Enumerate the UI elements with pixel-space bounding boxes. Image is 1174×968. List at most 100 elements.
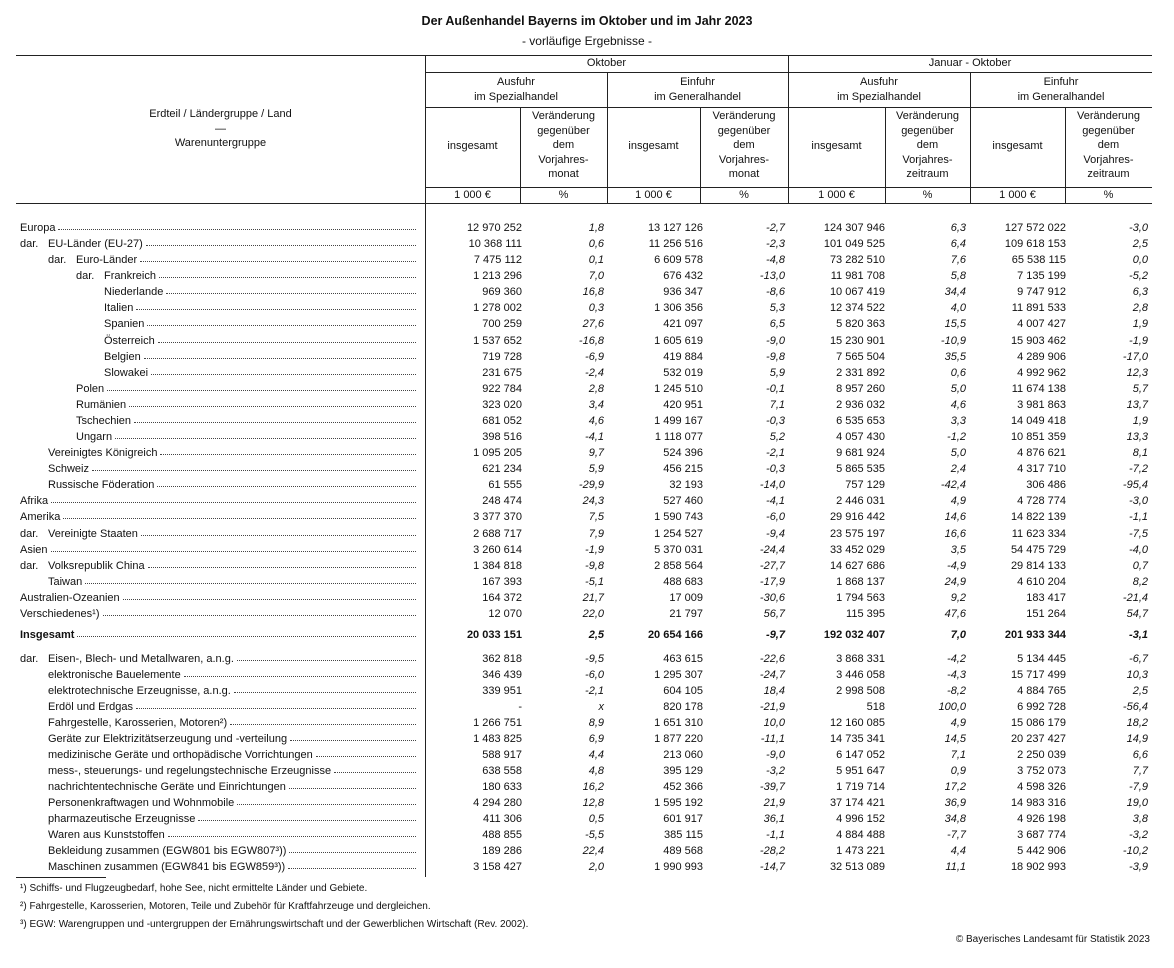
change-value: 7,6 bbox=[950, 254, 966, 266]
total-value: 527 460 bbox=[663, 495, 703, 507]
change-header: Veränderung gegenüber dem Vorjahres- mon… bbox=[532, 110, 595, 180]
row-label-header-line1: Erdteil / Ländergruppe / Land bbox=[149, 108, 292, 120]
rule-top bbox=[16, 55, 1152, 56]
row-label-text: pharmazeutische Erzeugnisse bbox=[48, 813, 196, 825]
total-value: 20 654 166 bbox=[647, 629, 703, 641]
row-label: Slowakei bbox=[104, 366, 416, 380]
total-value: 524 396 bbox=[663, 447, 703, 459]
row-label-text: Amerika bbox=[20, 511, 61, 523]
change-value: -95,4 bbox=[1122, 479, 1148, 491]
change-value: -24,4 bbox=[759, 544, 785, 556]
change-value: -7,2 bbox=[1129, 463, 1148, 475]
total-value: 3 158 427 bbox=[473, 861, 522, 873]
total-value: 306 486 bbox=[1026, 479, 1066, 491]
total-value: 32 513 089 bbox=[829, 861, 885, 873]
total-value: 18 902 993 bbox=[1010, 861, 1066, 873]
dot-leader bbox=[198, 812, 416, 821]
total-value: 1 651 310 bbox=[654, 717, 703, 729]
total-value: 5 442 906 bbox=[1017, 845, 1066, 857]
total-value: 1 483 825 bbox=[473, 733, 522, 745]
total-value: 11 674 138 bbox=[1011, 383, 1066, 395]
row-label: Italien bbox=[104, 301, 416, 315]
change-value: 12,8 bbox=[582, 797, 604, 809]
footnote-1: ¹) Schiffs- und Flugzeugbedarf, hohe See… bbox=[20, 883, 368, 894]
total-value: 15 086 179 bbox=[1010, 717, 1066, 729]
row-label-text: Geräte zur Elektrizitätserzeugung und -v… bbox=[48, 733, 288, 745]
change-value: 54,7 bbox=[1126, 608, 1148, 620]
total-value: 4 294 280 bbox=[473, 797, 522, 809]
change-value: 56,7 bbox=[763, 608, 785, 620]
change-value: -17,0 bbox=[1122, 351, 1148, 363]
change-value: 0,3 bbox=[588, 302, 604, 314]
total-value: 4 289 906 bbox=[1017, 351, 1066, 363]
change-value: 0,6 bbox=[588, 238, 604, 250]
total-value: 488 855 bbox=[482, 829, 522, 841]
total-value: 452 366 bbox=[663, 781, 703, 793]
change-value: 1,8 bbox=[588, 222, 604, 234]
total-value: 183 417 bbox=[1026, 592, 1066, 604]
change-value: 36,9 bbox=[944, 797, 966, 809]
total-value: 164 372 bbox=[482, 592, 522, 604]
change-value: 6,4 bbox=[950, 238, 966, 250]
total-value: 362 818 bbox=[482, 653, 522, 665]
change-value: -4,0 bbox=[1129, 544, 1148, 556]
total-value: 700 259 bbox=[482, 318, 522, 330]
total-value: 4 728 774 bbox=[1017, 495, 1066, 507]
total-value: 192 032 407 bbox=[823, 629, 885, 641]
total-value: 1 473 221 bbox=[836, 845, 885, 857]
change-value: -1,2 bbox=[947, 431, 966, 443]
change-value: -1,1 bbox=[1129, 511, 1148, 523]
footnote-2: ²) Fahrgestelle, Karosserien, Motoren, T… bbox=[20, 901, 431, 912]
change-value: 3,5 bbox=[950, 544, 966, 556]
change-value: -1,1 bbox=[766, 829, 785, 841]
change-value: 5,3 bbox=[769, 302, 785, 314]
total-value: 3 868 331 bbox=[836, 653, 885, 665]
total-value: 601 917 bbox=[663, 813, 703, 825]
total-value: 109 618 153 bbox=[1004, 238, 1066, 250]
row-prefix: dar. bbox=[20, 653, 39, 665]
change-value: -8,2 bbox=[947, 685, 966, 697]
dot-leader bbox=[107, 382, 416, 391]
change-value: -9,5 bbox=[585, 653, 604, 665]
change-value: -10,2 bbox=[1122, 845, 1148, 857]
total-value: 346 439 bbox=[482, 669, 522, 681]
total-value: 4 996 152 bbox=[836, 813, 885, 825]
total-value: 23 575 197 bbox=[829, 528, 885, 540]
row-label: Personenkraftwagen und Wohnmobile bbox=[48, 796, 416, 810]
total-value: 2 250 039 bbox=[1017, 749, 1066, 761]
change-value: 8,1 bbox=[1132, 447, 1148, 459]
change-value: 18,2 bbox=[1126, 717, 1148, 729]
change-value: -2,3 bbox=[766, 238, 785, 250]
total-value: 3 260 614 bbox=[473, 544, 522, 556]
unit-label: 1 000 € bbox=[818, 189, 855, 201]
unit-label: % bbox=[558, 189, 569, 201]
total-value: 1 266 751 bbox=[473, 717, 522, 729]
change-value: 21,9 bbox=[763, 797, 785, 809]
change-value: -13,0 bbox=[759, 270, 785, 282]
total-value: 676 432 bbox=[663, 270, 703, 282]
total-value: 115 395 bbox=[846, 608, 885, 620]
total-header: insgesamt bbox=[811, 140, 862, 152]
total-value: 13 127 126 bbox=[647, 222, 703, 234]
rule-sub-split bbox=[520, 107, 521, 203]
row-label: Ungarn bbox=[76, 430, 416, 444]
row-label-text: Ungarn bbox=[76, 431, 113, 443]
dot-leader bbox=[147, 559, 416, 568]
row-label: Fahrgestelle, Karosserien, Motoren²) bbox=[48, 716, 416, 730]
total-value: 936 347 bbox=[663, 286, 703, 298]
change-value: 0,1 bbox=[588, 254, 604, 266]
change-value: 9,7 bbox=[588, 447, 604, 459]
row-label-text: medizinische Geräte und orthopädische Vo… bbox=[48, 749, 313, 761]
dot-leader bbox=[230, 716, 416, 725]
total-value: 189 286 bbox=[482, 845, 522, 857]
total-value: 1 278 002 bbox=[473, 302, 522, 314]
total-value: 9 747 912 bbox=[1017, 286, 1066, 298]
change-value: 4,9 bbox=[950, 717, 966, 729]
change-value: 5,8 bbox=[950, 270, 966, 282]
total-value: 922 784 bbox=[482, 383, 522, 395]
row-label: mess-, steuerungs- und regelungstechnisc… bbox=[48, 764, 416, 778]
row-label: EU-Länder (EU-27) bbox=[48, 237, 416, 251]
change-value: -4,3 bbox=[947, 669, 966, 681]
dot-leader bbox=[134, 414, 416, 423]
row-label: Maschinen zusammen (EGW841 bis EGW859³)) bbox=[48, 860, 416, 874]
